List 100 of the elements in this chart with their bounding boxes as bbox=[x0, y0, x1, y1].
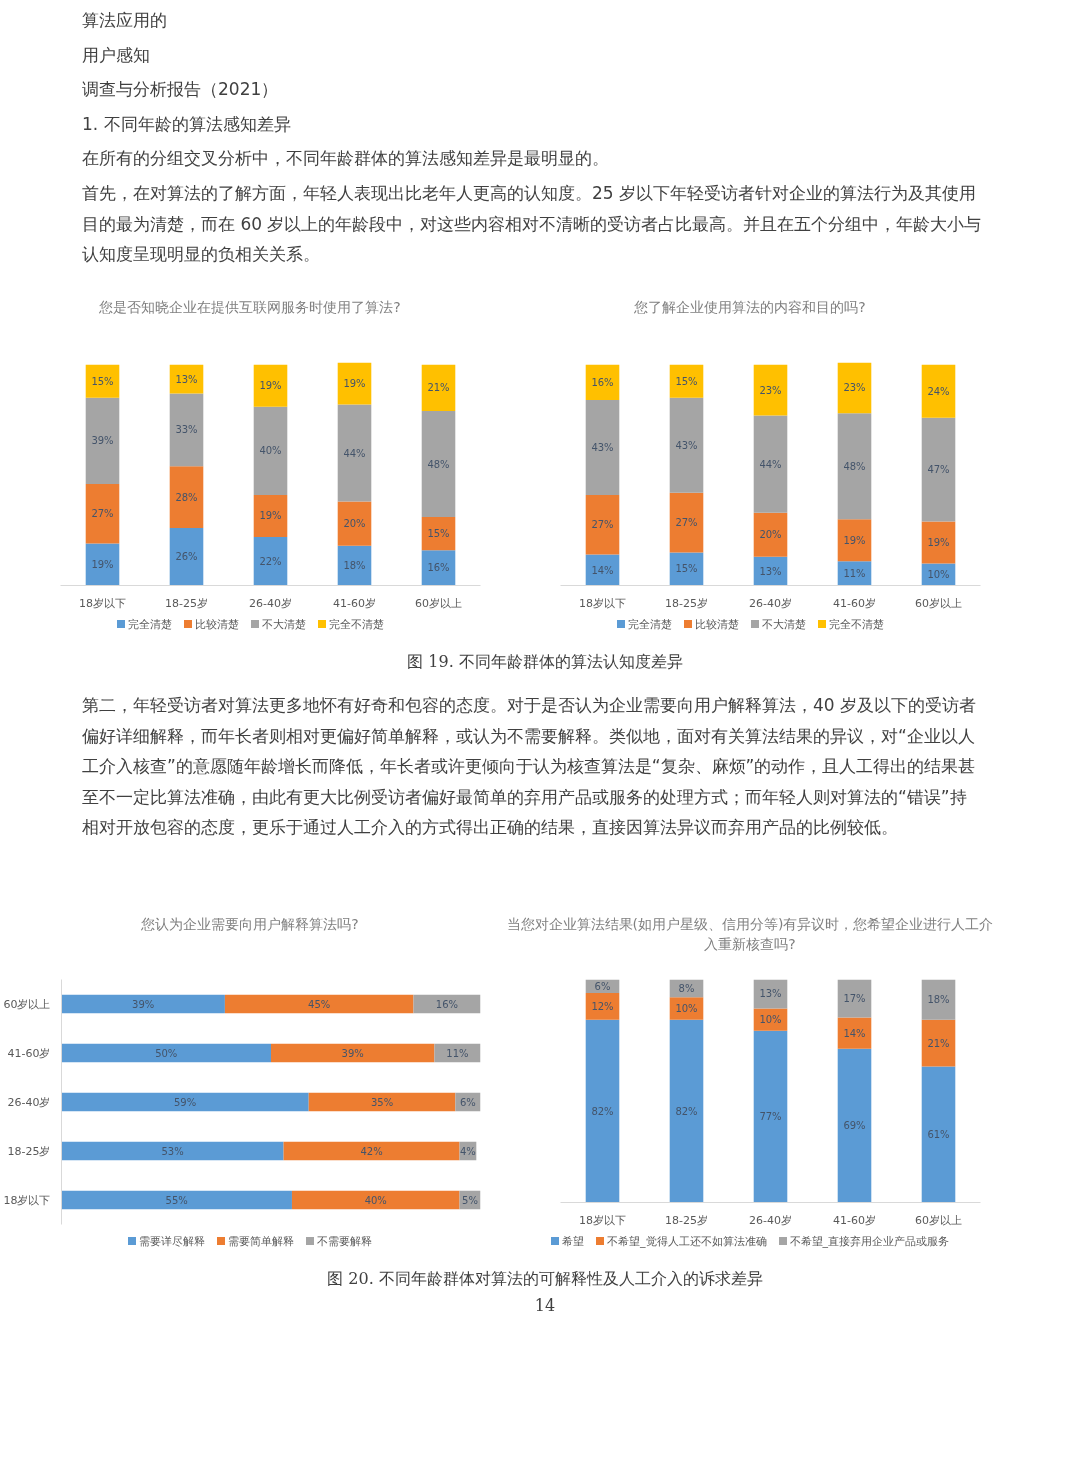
x-tick-label: 41-60岁 bbox=[833, 596, 876, 610]
data-label: 16% bbox=[591, 376, 614, 388]
data-label: 48% bbox=[427, 458, 450, 470]
bar bbox=[669, 1019, 704, 1203]
data-label: 18% bbox=[343, 560, 366, 572]
data-label: 55% bbox=[165, 1194, 188, 1206]
data-label: 4% bbox=[460, 1145, 476, 1157]
bar bbox=[283, 1141, 460, 1161]
bar bbox=[61, 1141, 284, 1161]
y-tick-label: 18-25岁 bbox=[7, 1144, 51, 1158]
bar bbox=[169, 393, 204, 467]
data-label: 39% bbox=[132, 998, 155, 1010]
data-label: 42% bbox=[360, 1145, 383, 1157]
bar bbox=[253, 536, 288, 586]
chart-title: 当您对企业算法结果(如用户星级、信用分等)有异议时，您希望企业进行人工介入重新核查吗? bbox=[505, 915, 995, 954]
data-label: 21% bbox=[927, 1037, 950, 1049]
bar bbox=[253, 406, 288, 495]
data-label: 43% bbox=[675, 439, 698, 451]
bar bbox=[85, 483, 120, 544]
legend-label: 不希望_觉得人工还不如算法准确 bbox=[606, 1235, 767, 1248]
y-tick-label: 18岁以下 bbox=[3, 1193, 51, 1207]
data-label: 11% bbox=[446, 1047, 469, 1059]
data-label: 13% bbox=[759, 565, 782, 577]
text: 1. 不同年龄的算法感知差异 bbox=[82, 112, 292, 136]
x-tick-label: 41-60岁 bbox=[333, 596, 376, 610]
data-label: 19% bbox=[843, 534, 866, 546]
bar bbox=[837, 362, 872, 414]
bar bbox=[753, 1030, 788, 1203]
bar bbox=[585, 494, 620, 555]
x-tick-label: 26-40岁 bbox=[249, 596, 292, 610]
legend-label: 完全清楚 bbox=[626, 618, 672, 631]
data-label: 27% bbox=[591, 519, 614, 531]
data-label: 53% bbox=[161, 1145, 184, 1157]
legend-label: 比较清楚 bbox=[193, 618, 239, 631]
x-tick-label: 41-60岁 bbox=[833, 1213, 876, 1227]
data-label: 45% bbox=[308, 998, 331, 1010]
legend-label: 不需要解释 bbox=[316, 1235, 372, 1248]
data-label: 8% bbox=[678, 982, 695, 994]
data-label: 50% bbox=[155, 1047, 178, 1059]
bar bbox=[921, 417, 956, 522]
x-tick-label: 18-25岁 bbox=[165, 596, 208, 610]
text: 14 bbox=[533, 1294, 557, 1317]
legend-label: 比较清楚 bbox=[693, 618, 739, 631]
data-label: 20% bbox=[759, 529, 782, 541]
data-label: 15% bbox=[675, 563, 698, 575]
data-label: 33% bbox=[175, 424, 198, 436]
data-label: 27% bbox=[91, 508, 114, 520]
data-label: 24% bbox=[927, 385, 950, 397]
bar bbox=[253, 364, 288, 407]
legend-label: 完全不清楚 bbox=[827, 618, 884, 631]
data-label: 20% bbox=[343, 518, 366, 530]
data-label: 22% bbox=[259, 555, 282, 567]
data-label: 11% bbox=[843, 567, 866, 579]
bar bbox=[585, 1019, 620, 1203]
text: 在所有的分组交叉分析中，不同年龄群体的算法感知差异是最明显的。 bbox=[82, 147, 610, 171]
caption: 图 19. 不同年龄群体的算法认知度差异 bbox=[407, 651, 683, 673]
bar bbox=[421, 364, 456, 412]
data-label: 39% bbox=[91, 435, 114, 447]
legend-label: 不大清楚 bbox=[760, 618, 806, 631]
legend-label: 不希望_直接弃用企业产品或服务 bbox=[788, 1235, 949, 1248]
x-tick-label: 60岁以上 bbox=[915, 1213, 962, 1227]
data-label: 15% bbox=[427, 528, 450, 540]
text: 算法应用的 bbox=[82, 9, 168, 32]
text: 第二，年轻受访者对算法更多地怀有好奇和包容的态度。对于是否认为企业需要向用户解释算法，40 岁及以下的受访者偏好详细解释，而年长者则相对更偏好简单解释，或认为不需要解释。类似地，面对有关算法结果的异议，对“企业以人工介入核查”的意愿随年龄增长而降低，年长者或许更倾向于认为核查算法是“复杂、麻烦”的动作，且人工得出的结果甚至不一定比算法准确，由此有更大比例受访者偏好最简单的弃用产品或服务的处理方式；而年轻人则对算法的“错误”持相对开放包容的态度，更乐于通过人工介入的方式得出正确的结果，直接因算法异议而弃用产品的比例较低。 bbox=[82, 694, 978, 840]
data-label: 16% bbox=[435, 998, 459, 1010]
data-label: 82% bbox=[591, 1105, 614, 1117]
legend-label: 完全不清楚 bbox=[327, 618, 384, 631]
chart-title: 您是否知晓企业在提供互联网服务时使用了算法? bbox=[99, 298, 401, 317]
legend-label: 完全清楚 bbox=[126, 618, 172, 631]
data-label: 40% bbox=[364, 1194, 387, 1206]
bar bbox=[253, 494, 288, 537]
data-label: 19% bbox=[343, 377, 366, 389]
bar bbox=[61, 1043, 271, 1063]
data-label: 19% bbox=[91, 559, 114, 571]
bar bbox=[753, 415, 788, 513]
y-tick-label: 60岁以上 bbox=[3, 997, 51, 1011]
bar bbox=[421, 411, 456, 518]
data-label: 47% bbox=[927, 464, 950, 476]
data-label: 19% bbox=[927, 536, 950, 548]
bar bbox=[921, 1066, 956, 1203]
data-label: 16% bbox=[427, 562, 450, 574]
data-label: 15% bbox=[675, 375, 698, 387]
bar bbox=[837, 519, 872, 562]
y-tick-label: 41-60岁 bbox=[7, 1046, 51, 1060]
bar bbox=[337, 501, 372, 546]
data-label: 77% bbox=[759, 1111, 782, 1123]
data-label: 69% bbox=[843, 1120, 866, 1132]
bar bbox=[271, 1043, 435, 1063]
x-tick-label: 18岁以下 bbox=[579, 596, 626, 610]
bar bbox=[921, 521, 956, 564]
bar bbox=[85, 397, 120, 484]
x-tick-label: 26-40岁 bbox=[749, 596, 792, 610]
bar bbox=[169, 466, 204, 529]
data-label: 59% bbox=[173, 1096, 197, 1108]
data-label: 21% bbox=[427, 382, 450, 394]
data-label: 23% bbox=[759, 384, 782, 396]
data-label: 82% bbox=[675, 1105, 698, 1117]
caption: 图 20. 不同年龄群体对算法的可解释性及人工介入的诉求差异 bbox=[327, 1268, 763, 1290]
data-label: 28% bbox=[175, 491, 198, 503]
data-label: 14% bbox=[843, 1027, 866, 1039]
